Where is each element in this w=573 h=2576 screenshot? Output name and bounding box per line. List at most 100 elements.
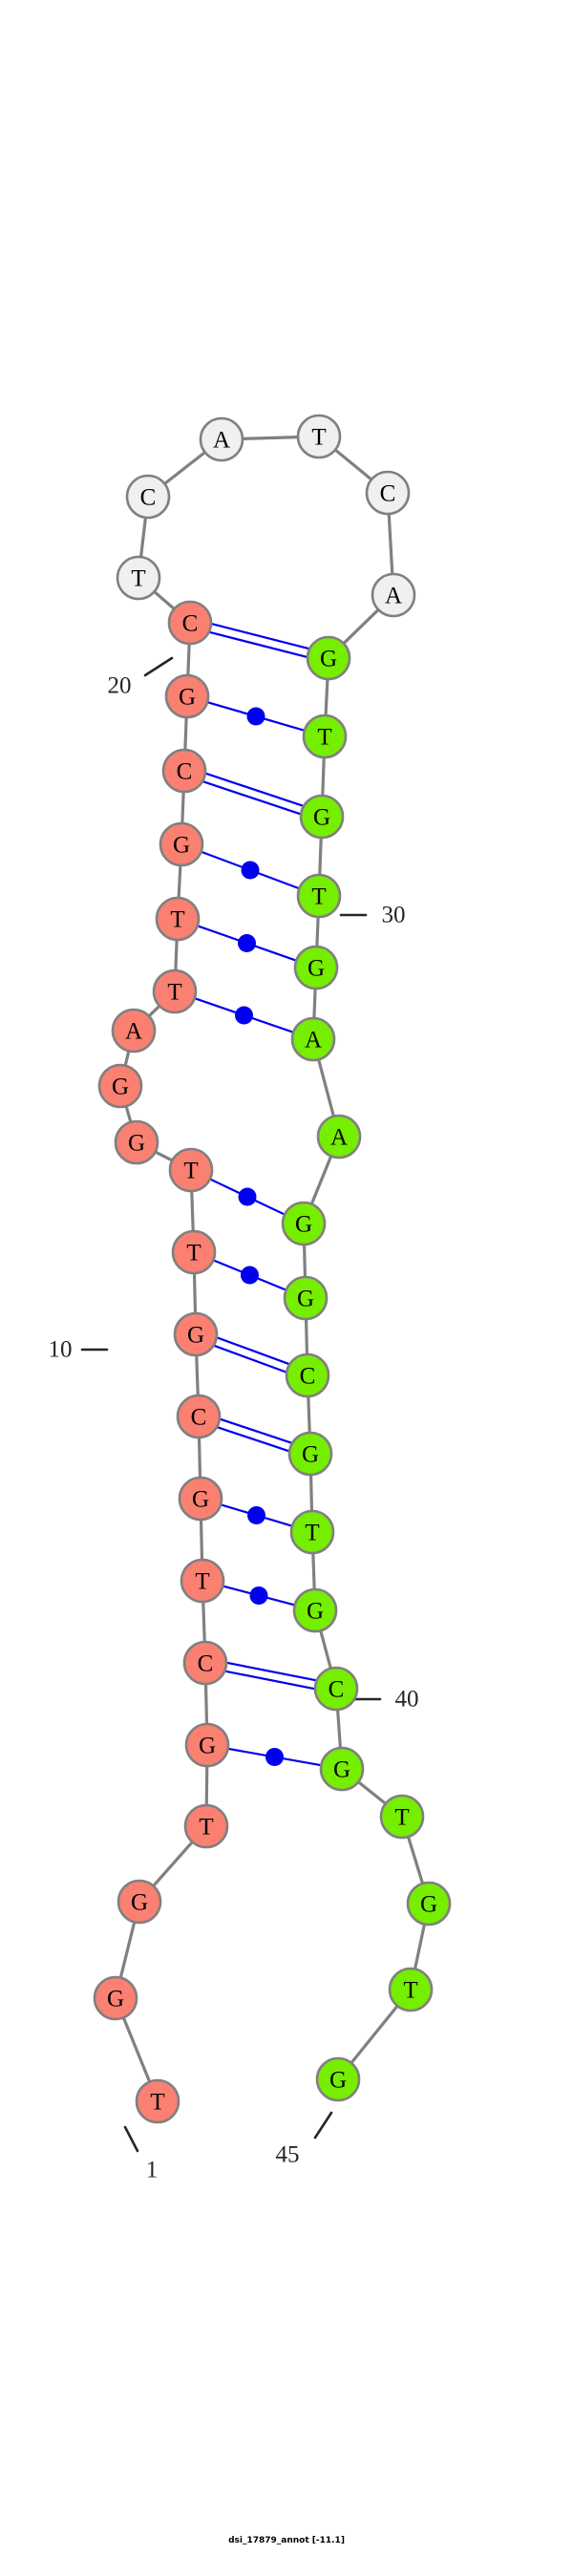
nucleotide-letter: T	[150, 2090, 164, 2116]
position-label: 45	[276, 2142, 300, 2168]
backbone-link	[154, 1150, 174, 1162]
nucleotide-circle	[93, 1975, 138, 2021]
nucleotide-circle	[379, 1794, 425, 1840]
nucleotide-t[interactable]: T	[296, 873, 342, 919]
nucleotide-letter: G	[308, 956, 325, 982]
nucleotide-g[interactable]: G	[299, 794, 345, 840]
nucleotide-g[interactable]: G	[159, 821, 204, 867]
nucleotide-t[interactable]: T	[155, 896, 201, 942]
nucleotide-a[interactable]: A	[290, 1016, 336, 1062]
nucleotide-c[interactable]: C	[125, 474, 171, 520]
nucleotide-g[interactable]: G	[406, 1881, 452, 1927]
nucleotide-letter: T	[403, 1978, 417, 2004]
nucleotide-letter: C	[380, 481, 396, 507]
nucleotide-circle	[365, 470, 411, 516]
nucleotide-g[interactable]: G	[93, 1975, 138, 2021]
nucleotide-letter: T	[305, 1521, 319, 1546]
nucleotide-a[interactable]: A	[371, 572, 416, 618]
nucleotide-t[interactable]: T	[180, 1558, 225, 1604]
nucleotide-g[interactable]: G	[315, 2056, 361, 2102]
nucleotide-circle	[285, 1352, 330, 1398]
backbone-link	[342, 607, 380, 646]
position-label: 10	[49, 1337, 73, 1363]
backbone-link	[118, 1920, 137, 1980]
nucleotide-g[interactable]: G	[117, 1879, 162, 1925]
nucleotide-g[interactable]: G	[281, 1201, 327, 1246]
nucleotide-c[interactable]: C	[176, 1394, 222, 1439]
nucleotide-g[interactable]: G	[306, 635, 351, 681]
nucleotide-circle	[171, 1229, 217, 1275]
backbone-link	[413, 1922, 427, 1971]
backbone-layer	[118, 436, 427, 2084]
nucleotide-letter: G	[307, 1599, 324, 1625]
nucleotide-t[interactable]: T	[171, 1229, 217, 1275]
backbone-link	[177, 863, 182, 900]
backbone-link	[304, 1317, 309, 1356]
wobble-pair-dot	[247, 1506, 265, 1524]
nucleotide-g[interactable]: G	[173, 1311, 219, 1357]
nucleotide-letter: G	[173, 833, 190, 859]
nucleotide-g[interactable]: G	[287, 1431, 333, 1477]
nucleotide-t[interactable]: T	[135, 2078, 180, 2124]
nucleotide-letter: G	[128, 1131, 145, 1157]
nucleotide-circle	[388, 1967, 434, 2012]
nucleotide-letter: A	[213, 428, 230, 454]
nucleotide-letter: C	[182, 611, 199, 637]
nucleotide-g[interactable]: G	[164, 673, 210, 719]
nucleotide-letter: G	[329, 2068, 347, 2094]
nucleotide-t[interactable]: T	[152, 969, 198, 1014]
position-label-tick	[123, 2125, 139, 2153]
nucleotide-g[interactable]: G	[184, 1722, 230, 1768]
nucleotide-letter: C	[177, 759, 193, 785]
nucleotide-c[interactable]: C	[182, 1640, 228, 1686]
backbone-link	[312, 987, 317, 1020]
nucleotide-a[interactable]: A	[316, 1114, 362, 1160]
nucleotide-circle	[184, 1722, 230, 1768]
basepair-double-line	[202, 780, 302, 816]
nucleotide-circle	[159, 821, 204, 867]
nucleotide-g[interactable]: G	[319, 1746, 365, 1792]
nucleotide-a[interactable]: A	[111, 1008, 157, 1054]
nucleotide-g[interactable]: G	[283, 1275, 329, 1321]
nucleotide-letter: G	[313, 805, 330, 831]
nucleotide-letter: G	[192, 1487, 209, 1513]
nucleotide-circle	[313, 1666, 359, 1712]
nucleotide-circle	[183, 1803, 229, 1849]
nucleotide-t[interactable]: T	[116, 555, 161, 601]
nucleotide-c[interactable]: C	[161, 748, 207, 794]
backbone-link	[202, 1600, 206, 1644]
nucleotide-letter: G	[297, 1287, 314, 1312]
nucleotide-g[interactable]: G	[178, 1476, 223, 1522]
nucleotide-a[interactable]: A	[199, 416, 244, 462]
nucleotide-letter: C	[329, 1677, 345, 1703]
nucleotide-letter: G	[187, 1323, 204, 1349]
position-label: 30	[382, 903, 406, 928]
nucleotide-g[interactable]: G	[114, 1119, 159, 1165]
nucleotide-c[interactable]: C	[285, 1352, 330, 1398]
nucleotide-g[interactable]: G	[292, 1587, 338, 1633]
nucleotide-circle	[117, 1879, 162, 1925]
backbone-link	[190, 1189, 195, 1233]
nucleotide-circle	[281, 1201, 327, 1246]
nucleotide-c[interactable]: C	[365, 470, 411, 516]
nucleotide-c[interactable]: C	[167, 600, 213, 646]
backbone-link	[333, 448, 373, 481]
backbone-link	[406, 1835, 425, 1885]
nucleotide-t[interactable]: T	[168, 1147, 214, 1193]
backbone-link	[308, 1473, 314, 1513]
nucleotide-c[interactable]: C	[313, 1666, 359, 1712]
nucleotide-t[interactable]: T	[296, 414, 342, 459]
nucleotide-circle	[178, 1476, 223, 1522]
nucleotide-t[interactable]: T	[379, 1794, 425, 1840]
nucleotide-t[interactable]: T	[302, 713, 348, 759]
nucleotide-g[interactable]: G	[293, 945, 339, 990]
nucleotide-t[interactable]: T	[183, 1803, 229, 1849]
backbone-link	[162, 450, 207, 486]
nucleotide-g[interactable]: G	[97, 1063, 143, 1109]
backbone-link	[307, 1394, 311, 1435]
nucleotide-t[interactable]: T	[388, 1967, 434, 2012]
nucleotide-t[interactable]: T	[289, 1509, 335, 1555]
nucleotide-circle	[302, 713, 348, 759]
